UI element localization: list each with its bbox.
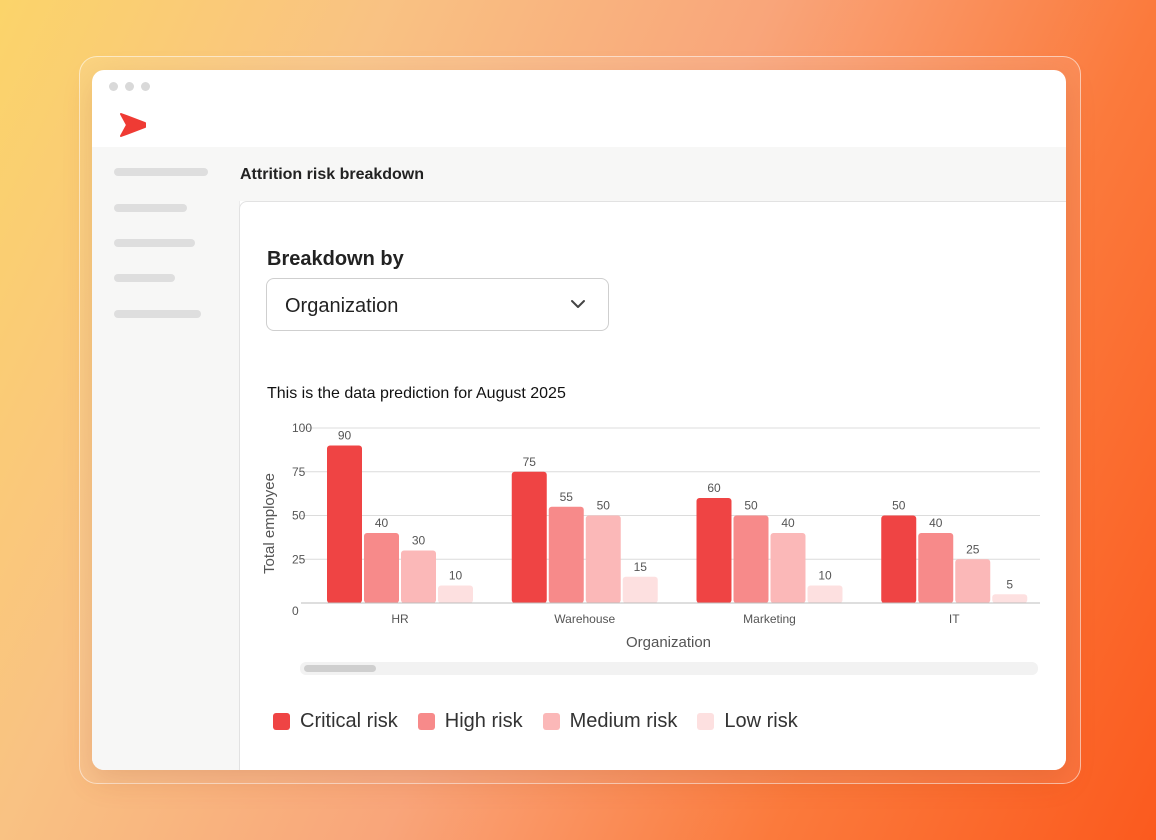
legend-label: High risk [444,710,523,732]
bar [438,585,473,603]
y-tick-label: 75 [292,465,306,479]
breakdown-select[interactable]: Organization [266,278,609,331]
window-dot-1[interactable] [109,82,118,91]
chart-scrollbar-thumb[interactable] [304,665,376,672]
legend-item[interactable]: High risk [417,710,523,733]
chart-legend: Critical risk High risk Medium risk Low ris… [273,710,798,733]
bar [511,471,547,603]
legend-item[interactable]: Low risk [697,710,798,733]
legend-item[interactable]: Critical risk [273,710,398,733]
sidebar-item-placeholder[interactable] [114,204,187,212]
sidebar-item-placeholder[interactable] [114,239,195,247]
x-tick-label: Marketing [743,612,796,626]
legend-label: Medium risk [569,710,678,732]
bar [401,550,436,603]
bar-value-label: 30 [412,534,426,548]
legend-swatch [697,713,715,730]
legend-label: Low risk [724,710,798,732]
x-axis-label: Organization [626,634,711,651]
bar [327,445,362,603]
chart-scrollbar[interactable] [300,662,1038,675]
window-dot-3[interactable] [141,82,150,91]
bar-value-label: 50 [597,499,611,513]
bar-value-label: 50 [892,499,906,513]
app-window: Attrition risk breakdown Breakdown by Or… [92,70,1066,770]
sidebar-item-placeholder[interactable] [114,168,208,176]
bar [881,515,917,603]
legend-swatch [542,713,560,730]
bar [770,533,806,603]
bar [992,594,1028,603]
y-tick-label: 0 [292,604,299,618]
bar-value-label: 10 [449,569,463,583]
bar [696,498,732,603]
x-tick-label: Warehouse [554,612,615,626]
sidebar-item-placeholder[interactable] [114,310,201,318]
y-tick-label: 25 [292,552,306,566]
bar [807,585,843,603]
bar-value-label: 15 [634,560,648,574]
legend-label: Critical risk [300,710,398,732]
breakdown-label: Breakdown by [267,248,404,270]
bar [733,515,769,603]
bar [585,515,621,603]
y-tick-label: 50 [292,509,306,523]
x-tick-label: HR [391,612,409,626]
breakdown-select-value: Organization [285,295,399,317]
bar [918,533,954,603]
bar-value-label: 40 [781,516,795,530]
page-title: Attrition risk breakdown [240,166,425,183]
bar-value-label: 75 [523,455,537,469]
legend-item[interactable]: Medium risk [542,710,678,733]
legend-swatch [417,713,435,730]
bar-value-label: 40 [929,516,943,530]
bar-value-label: 5 [1006,577,1013,591]
chart-caption: This is the data prediction for August 2… [267,385,566,402]
y-tick-label: 100 [292,421,312,435]
bar [364,533,399,603]
bar [622,576,658,603]
logo-icon[interactable] [119,112,147,138]
bar-value-label: 55 [560,490,574,504]
bar-value-label: 50 [744,499,758,513]
x-tick-label: IT [949,612,960,626]
bar-value-label: 25 [966,542,980,556]
bar [548,506,584,603]
window-controls [109,82,150,91]
window-dot-2[interactable] [125,82,134,91]
legend-swatch [273,713,290,730]
bar-value-label: 10 [818,569,832,583]
bar-value-label: 90 [338,429,352,443]
bar-value-label: 60 [707,481,721,495]
content-header [239,147,1066,201]
sidebar-item-placeholder[interactable] [114,274,175,282]
y-axis-label: Total employee [262,473,278,574]
bar-chart: 0 25 50 75 100 Total employee 90 40 30 10 HR 75 55 50… [262,421,1040,651]
bar [955,559,991,603]
sidebar [92,147,240,770]
bar-value-label: 40 [375,516,389,530]
chevron-down-icon [571,300,585,308]
